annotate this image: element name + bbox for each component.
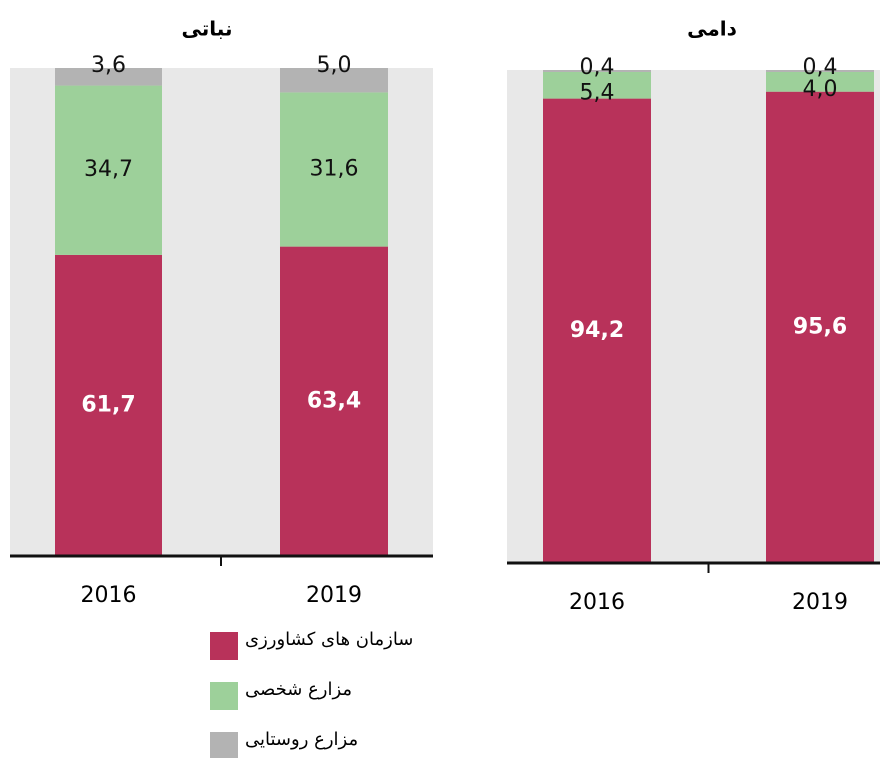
chart-title: نباتی (182, 17, 233, 41)
bar-segment (543, 71, 651, 99)
bar-segment (55, 254, 162, 557)
data-label: 63,4 (307, 388, 361, 413)
bar-segment (543, 98, 651, 564)
bar-segment (280, 68, 388, 93)
data-label: 0,4 (580, 55, 615, 80)
bar-segment (543, 70, 651, 72)
bar-segment (280, 246, 388, 556)
x-tick-label: 2019 (306, 583, 362, 608)
data-label: 4,0 (803, 77, 838, 102)
data-label: 31,6 (310, 157, 359, 182)
data-label: 95,6 (793, 314, 847, 339)
legend-label: سازمان های کشاورزی (245, 629, 413, 650)
chart-title: دامی (687, 17, 737, 41)
data-label: 34,7 (84, 157, 133, 182)
bar-segment (280, 92, 388, 247)
data-label: 0,4 (803, 55, 838, 80)
bar-segment (766, 71, 874, 92)
data-label: 61,7 (81, 392, 135, 417)
bar-segment (55, 68, 162, 86)
x-tick-label: 2016 (569, 590, 625, 615)
data-label: 5,0 (317, 53, 352, 78)
legend-label: مزارع روستایی (245, 729, 358, 750)
x-tick-label: 2019 (792, 590, 848, 615)
legend-swatch (210, 732, 238, 758)
bar-segment (766, 70, 874, 72)
bar-segment (766, 91, 874, 563)
data-label: 3,6 (91, 53, 126, 78)
legend-swatch (210, 682, 238, 710)
x-tick-label: 2016 (81, 583, 137, 608)
data-label: 94,2 (570, 318, 624, 343)
bar-segment (55, 85, 162, 255)
data-label: 5,4 (580, 80, 615, 105)
legend-swatch (210, 632, 238, 660)
legend-label: مزارع شخصی (245, 679, 352, 700)
